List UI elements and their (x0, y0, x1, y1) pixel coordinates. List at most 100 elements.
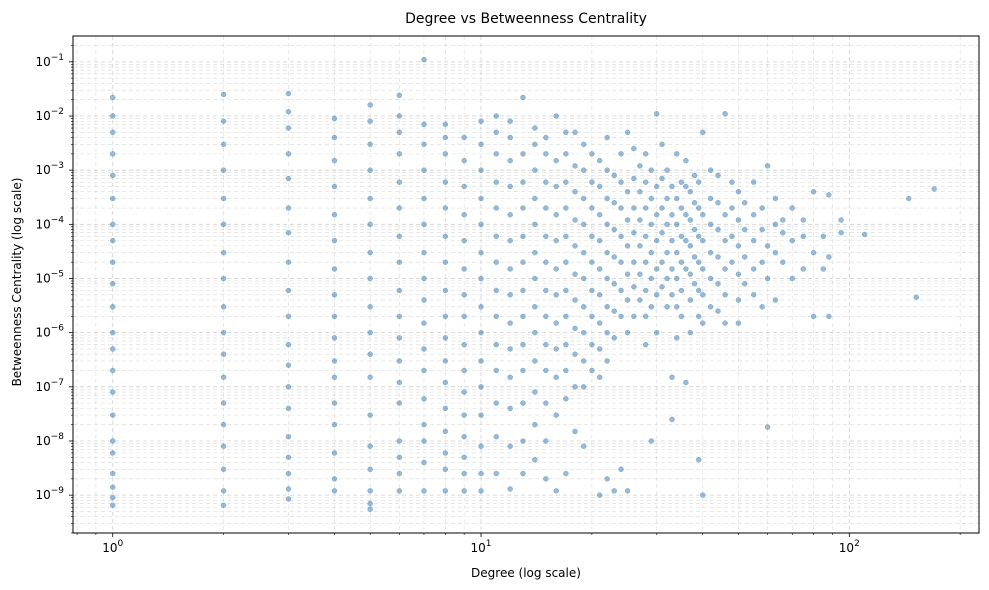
data-point (543, 179, 549, 185)
data-point (110, 237, 116, 244)
data-point (742, 226, 748, 233)
data-point (669, 266, 675, 272)
data-point (396, 438, 403, 444)
data-point (421, 195, 427, 202)
data-point (367, 195, 373, 202)
data-point (643, 313, 649, 320)
data-point (838, 230, 844, 236)
data-point (659, 205, 665, 211)
data-point (696, 205, 702, 211)
data-point (580, 141, 587, 148)
data-point (478, 488, 484, 494)
data-point (611, 226, 617, 233)
data-point (543, 259, 549, 265)
data-point (285, 205, 292, 211)
data-point (604, 221, 610, 228)
data-point (643, 205, 649, 211)
data-point (618, 233, 624, 240)
data-point (589, 233, 595, 240)
data-point (563, 233, 569, 240)
data-point (654, 183, 660, 190)
data-point (596, 292, 603, 298)
data-point (331, 450, 338, 456)
data-point (696, 287, 702, 294)
data-point (618, 151, 624, 157)
data-point (687, 271, 693, 277)
data-point (220, 91, 227, 98)
data-point (220, 221, 227, 228)
data-point (729, 233, 735, 240)
data-point (110, 389, 116, 395)
data-point (331, 134, 338, 141)
data-point (421, 275, 427, 282)
data-point (220, 421, 227, 428)
data-point (637, 163, 643, 169)
data-point (589, 367, 595, 374)
data-point (553, 113, 559, 119)
data-point (110, 172, 116, 179)
data-point (478, 275, 484, 282)
data-point (493, 179, 499, 185)
data-point (493, 151, 499, 157)
data-point (826, 192, 832, 198)
data-point (800, 217, 806, 223)
data-point (691, 281, 698, 287)
data-point (572, 325, 578, 332)
data-point (532, 329, 538, 336)
data-point (442, 405, 449, 412)
data-point (532, 421, 538, 428)
data-point (421, 367, 427, 374)
data-point (637, 271, 643, 277)
data-point (643, 179, 649, 185)
data-point (442, 287, 449, 294)
data-point (696, 259, 702, 265)
data-point (810, 313, 817, 320)
data-point (553, 320, 559, 326)
data-point (367, 249, 373, 256)
data-point (563, 205, 569, 211)
data-point (461, 183, 467, 190)
data-point (421, 249, 427, 256)
data-point (442, 379, 449, 386)
data-point (800, 266, 806, 272)
data-point (563, 151, 569, 157)
data-point (700, 237, 706, 244)
data-point (931, 186, 937, 192)
x-axis-ticks: 100 101 102 (76, 533, 961, 555)
data-point (367, 500, 373, 507)
data-point (478, 443, 484, 449)
data-point (624, 329, 631, 336)
data-point (110, 484, 116, 490)
data-point (683, 237, 689, 244)
data-point (624, 189, 631, 195)
data-point (618, 466, 624, 472)
data-point (331, 421, 338, 428)
data-point (572, 351, 578, 357)
data-point (478, 141, 484, 148)
data-point (683, 266, 689, 272)
data-point (669, 292, 675, 298)
data-point (707, 167, 714, 173)
data-point (396, 335, 403, 341)
data-point (643, 287, 649, 294)
data-point (669, 374, 675, 380)
data-point (220, 329, 227, 336)
data-point (396, 113, 403, 119)
data-point (611, 335, 617, 341)
data-point (520, 287, 526, 294)
data-point (631, 145, 637, 152)
data-point (367, 304, 373, 310)
data-point (683, 212, 689, 218)
data-point (596, 320, 603, 326)
data-point (461, 389, 467, 395)
data-point (493, 470, 499, 477)
data-point (687, 297, 693, 303)
data-point (461, 412, 467, 418)
x-tick-label: 101 (471, 539, 492, 555)
data-point (367, 488, 373, 494)
data-point (285, 405, 292, 412)
data-point (110, 221, 116, 228)
data-point (715, 254, 721, 260)
data-point (543, 400, 549, 406)
data-point (637, 189, 643, 195)
